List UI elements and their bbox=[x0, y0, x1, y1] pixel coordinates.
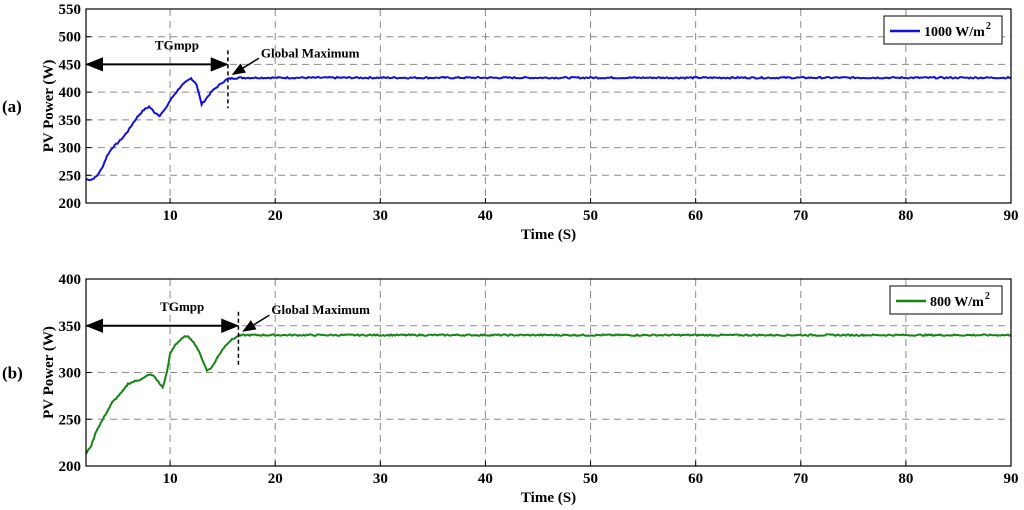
y-tick-label: 200 bbox=[59, 459, 82, 475]
x-tick-label: 10 bbox=[163, 471, 178, 487]
y-tick-label: 350 bbox=[59, 113, 82, 129]
y-tick-label: 550 bbox=[59, 2, 82, 18]
y-tick-label: 350 bbox=[59, 319, 82, 335]
global-max-arrow bbox=[231, 57, 260, 75]
legend-box bbox=[883, 15, 1003, 45]
plot-frame bbox=[85, 8, 1012, 204]
series-line bbox=[85, 333, 1012, 455]
y-tick-label: 400 bbox=[59, 272, 82, 288]
x-tick-label: 70 bbox=[793, 208, 808, 224]
global-max-arrow bbox=[242, 314, 270, 332]
legend-text: 1000 W/m bbox=[924, 25, 985, 40]
tgmpp-label: TGmpp bbox=[160, 299, 204, 314]
x-tick-label: 50 bbox=[583, 208, 598, 224]
chart-panel-b: 10 20 30 40 50 60 70 80 90 200 250 300 350 400 Time (S… bbox=[2, 272, 1019, 506]
legend: 800 W/m 2 bbox=[889, 285, 1003, 315]
panel-label: (a) bbox=[2, 97, 22, 116]
y-tick-label: 450 bbox=[59, 57, 82, 73]
legend: 1000 W/m 2 bbox=[883, 15, 1003, 45]
y-axis-label: PV Power (W) bbox=[41, 60, 57, 153]
legend-superscript: 2 bbox=[985, 291, 990, 302]
y-tick-label: 250 bbox=[59, 168, 82, 184]
x-tick-label: 10 bbox=[163, 208, 178, 224]
y-tick-label: 300 bbox=[59, 366, 82, 382]
global-max-label: Global Maximum bbox=[271, 302, 370, 317]
y-tick-label: 250 bbox=[59, 412, 82, 428]
tgmpp-label: TGmpp bbox=[155, 37, 199, 52]
x-axis-label: Time (S) bbox=[521, 227, 576, 243]
x-tick-label: 40 bbox=[478, 471, 493, 487]
y-tick-label: 500 bbox=[59, 30, 82, 46]
x-tick-label: 40 bbox=[478, 208, 493, 224]
x-tick-label: 20 bbox=[268, 471, 283, 487]
y-axis-label: PV Power (W) bbox=[41, 326, 57, 419]
global-max-label: Global Maximum bbox=[261, 45, 360, 60]
x-tick-label: 30 bbox=[373, 208, 388, 224]
y-tick-label: 300 bbox=[59, 141, 82, 157]
x-tick-label: 60 bbox=[688, 471, 703, 487]
x-tick-label: 90 bbox=[1004, 208, 1019, 224]
x-tick-label: 30 bbox=[373, 471, 388, 487]
y-tick-label: 200 bbox=[59, 196, 82, 212]
plot-frame bbox=[85, 278, 1012, 467]
panel-label: (b) bbox=[2, 364, 23, 383]
x-tick-label: 60 bbox=[688, 208, 703, 224]
legend-text: 800 W/m bbox=[930, 295, 984, 310]
x-tick-label: 80 bbox=[898, 208, 913, 224]
series-line bbox=[86, 75, 1012, 181]
x-tick-label: 20 bbox=[268, 208, 283, 224]
x-tick-label: 90 bbox=[1004, 471, 1019, 487]
x-tick-label: 80 bbox=[898, 471, 913, 487]
legend-superscript: 2 bbox=[986, 21, 991, 32]
x-axis-label: Time (S) bbox=[521, 490, 576, 506]
x-tick-label: 70 bbox=[793, 471, 808, 487]
x-tick-label: 50 bbox=[583, 471, 598, 487]
y-tick-label: 400 bbox=[59, 85, 82, 101]
chart-panel-a: 10 20 30 40 50 60 70 80 90 200 250 300 350 400 450 500 5… bbox=[2, 2, 1019, 243]
